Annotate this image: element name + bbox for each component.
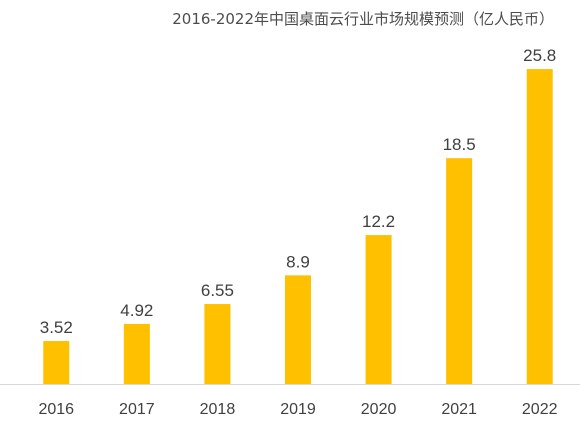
x-tick-labels-group: 2016 2017 2018 2019 2020 2021 2022 (38, 401, 557, 418)
bars-group (43, 69, 553, 384)
data-label-2018: 6.55 (201, 281, 234, 300)
x-tick-label-2016: 2016 (38, 401, 74, 418)
chart-title: 2016-2022年中国桌面云行业市场规模预测（亿人民币） (172, 10, 554, 28)
x-tick-label-2018: 2018 (200, 401, 236, 418)
x-tick-label-2017: 2017 (119, 401, 155, 418)
data-label-2022: 25.8 (523, 46, 556, 65)
bar-2019 (285, 275, 311, 384)
x-tick-label-2019: 2019 (280, 401, 316, 418)
data-label-2019: 8.9 (286, 252, 310, 271)
bar-2018 (204, 304, 231, 384)
x-tick-label-2022: 2022 (522, 401, 558, 418)
bar-2020 (365, 235, 392, 384)
data-labels-group: 3.52 4.92 6.55 8.9 12.2 18.5 25.8 (40, 46, 557, 337)
bar-2022 (526, 69, 553, 384)
bar-2016 (43, 341, 70, 384)
x-tick-label-2021: 2021 (441, 401, 477, 418)
data-label-2016: 3.52 (40, 318, 73, 337)
data-label-2020: 12.2 (362, 212, 395, 231)
x-tick-label-2020: 2020 (361, 401, 397, 418)
bar-2021 (446, 158, 473, 384)
data-label-2021: 18.5 (443, 135, 476, 154)
data-label-2017: 4.92 (120, 301, 153, 320)
bar-2017 (123, 323, 150, 384)
